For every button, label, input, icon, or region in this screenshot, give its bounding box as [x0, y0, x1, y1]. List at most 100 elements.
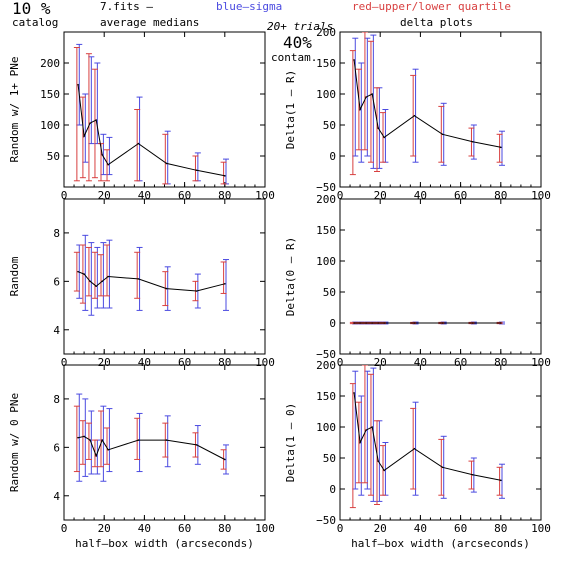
median-point [83, 435, 85, 438]
y-axis-label: Random [8, 256, 21, 296]
median-point [107, 163, 110, 166]
median-point [77, 436, 79, 439]
y-tick-label: 0 [329, 483, 336, 496]
median-point [359, 322, 361, 324]
median-point [441, 322, 444, 324]
median-point [500, 322, 502, 324]
median-point [89, 122, 91, 124]
x-tick-label: 100 [255, 356, 275, 369]
median-point [359, 108, 361, 111]
header-delta-plots: delta plots [400, 16, 473, 29]
y-axis-label: Delta(1 – 0) [284, 403, 297, 482]
x-tick-label: 80 [494, 522, 507, 535]
median-point [371, 93, 373, 95]
plot-frame [339, 364, 542, 521]
median-line [77, 271, 225, 292]
x-tick-label: 40 [414, 522, 427, 535]
median-point [383, 469, 386, 472]
y-tick-label: 50 [323, 452, 336, 465]
median-point [224, 282, 226, 285]
median-point [383, 136, 386, 139]
median-point [471, 140, 474, 143]
plot-frame [339, 31, 542, 188]
median-point [353, 392, 355, 394]
median-point [365, 96, 367, 98]
plot-frame [63, 198, 266, 355]
median-point [500, 146, 502, 149]
median-point [101, 153, 103, 156]
median-point [165, 439, 168, 441]
median-point [195, 169, 198, 172]
y-tick-label: 150 [316, 57, 336, 70]
median-point [413, 114, 416, 117]
median-point [165, 287, 168, 290]
median-point [500, 479, 502, 482]
median-point [441, 466, 444, 469]
median-line [77, 84, 225, 177]
x-axis-label: half–box width (arcseconds) [75, 537, 254, 550]
y-tick-label: −50 [316, 348, 336, 361]
x-tick-label: 0 [337, 356, 344, 369]
y-axis-label: Random w/ 0 PNe [8, 393, 21, 492]
median-point [107, 275, 110, 278]
median-line [77, 435, 226, 460]
plot-frame [63, 31, 266, 188]
x-tick-label: 20 [98, 356, 111, 369]
header-fits: 7.fits – [100, 0, 153, 13]
median-point [89, 280, 91, 283]
x-tick-label: 0 [337, 189, 344, 202]
y-tick-label: 6 [53, 275, 60, 288]
y-tick-label: 8 [53, 227, 60, 240]
y-tick-label: 200 [316, 359, 336, 372]
x-tick-label: 0 [337, 522, 344, 535]
median-point [137, 142, 140, 145]
x-tick-label: 60 [178, 356, 191, 369]
y-tick-label: 100 [40, 119, 60, 132]
y-tick-label: 8 [53, 393, 60, 406]
x-tick-label: 100 [531, 356, 551, 369]
median-point [377, 460, 379, 462]
header-medians: average medians [100, 16, 199, 29]
median-point [353, 322, 355, 324]
x-tick-label: 20 [374, 522, 387, 535]
x-tick-label: 60 [454, 522, 467, 535]
x-tick-label: 60 [178, 522, 191, 535]
median-line [353, 59, 501, 148]
y-axis-label: Delta(1 – R) [284, 70, 297, 149]
median-point [77, 270, 79, 273]
y-tick-label: 4 [53, 490, 60, 503]
y-tick-label: −50 [316, 514, 336, 527]
plot-frame [63, 364, 266, 521]
x-tick-label: 0 [61, 356, 68, 369]
y-tick-label: 0 [329, 317, 336, 330]
y-tick-label: −50 [316, 181, 336, 194]
median-line [353, 392, 501, 481]
y-tick-label: 6 [53, 441, 60, 454]
median-point [371, 426, 373, 428]
median-point [383, 322, 386, 324]
panel-3: 0 20 40 60 80 100 4 6 8 Random [8, 198, 275, 369]
y-tick-label: 50 [323, 286, 336, 299]
header-trials: 20+ trials [267, 20, 333, 33]
x-tick-label: 40 [138, 356, 151, 369]
median-point [95, 119, 97, 121]
median-point [101, 439, 103, 441]
median-point [224, 175, 226, 177]
median-point [101, 280, 103, 283]
y-tick-label: 100 [316, 421, 336, 434]
data-layer [73, 234, 229, 316]
median-point [95, 455, 97, 457]
x-tick-label: 80 [218, 356, 231, 369]
y-tick-label: 4 [53, 324, 60, 337]
y-tick-label: 50 [47, 150, 60, 163]
y-tick-label: 0 [329, 150, 336, 163]
median-point [377, 127, 379, 129]
x-axis-label: half–box width (arcseconds) [351, 537, 530, 550]
median-point [165, 162, 168, 165]
x-tick-label: 0 [61, 522, 68, 535]
median-point [83, 135, 85, 137]
median-point [195, 290, 198, 292]
